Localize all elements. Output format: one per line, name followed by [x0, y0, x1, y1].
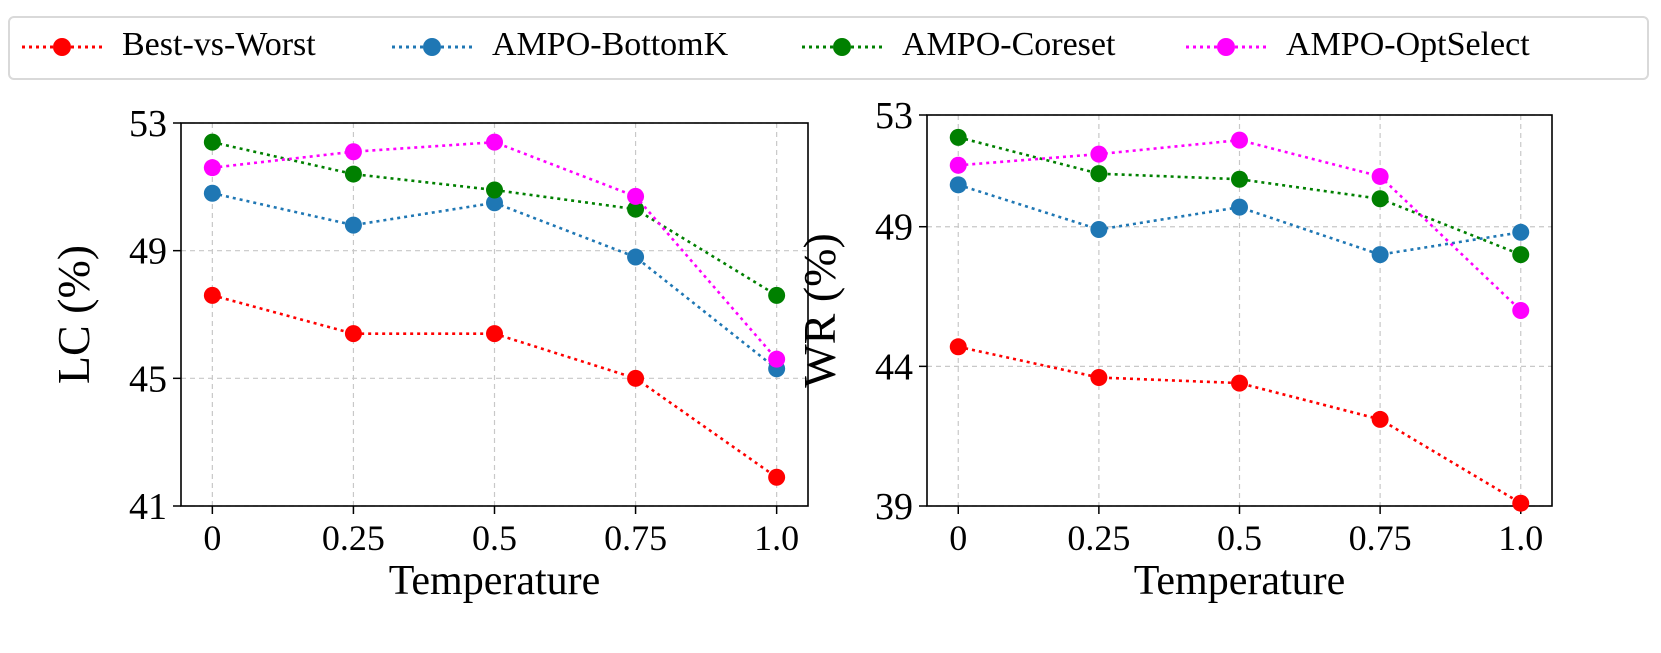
y-axis-label: LC (%)	[48, 245, 99, 384]
data-point-ampo-optselect	[1231, 131, 1248, 149]
data-point-ampo-bottomk	[1512, 223, 1530, 241]
data-point-best-vs-worst	[768, 468, 786, 486]
y-tick-label: 39	[875, 486, 913, 528]
x-axis-label: Temperature	[1134, 558, 1346, 604]
data-point-best-vs-worst	[1090, 369, 1108, 387]
data-point-ampo-optselect	[486, 133, 503, 151]
data-point-ampo-optselect	[344, 143, 362, 161]
data-point-ampo-coreset	[344, 165, 362, 183]
legend-item-ampo-bottomk: AMPO-BottomK	[388, 18, 758, 78]
legend-label: AMPO-BottomK	[492, 26, 729, 63]
data-point-best-vs-worst	[486, 325, 503, 343]
series-ampo-bottomk	[203, 184, 786, 378]
series-ampo-coreset	[203, 133, 786, 304]
legend-label: AMPO-Coreset	[902, 26, 1116, 63]
y-tick-label: 41	[129, 486, 167, 528]
data-point-ampo-optselect	[949, 156, 967, 174]
data-point-best-vs-worst	[1512, 494, 1530, 512]
data-point-best-vs-worst	[344, 325, 362, 343]
data-point-ampo-optselect	[203, 159, 221, 177]
data-point-ampo-coreset	[1512, 246, 1530, 264]
data-point-ampo-coreset	[1231, 170, 1248, 188]
x-tick-label: 0.5	[472, 518, 517, 558]
y-tick-label: 44	[875, 346, 913, 388]
data-point-ampo-coreset	[486, 181, 503, 199]
series-ampo-coreset	[949, 128, 1530, 264]
series-line-ampo-coreset	[957, 136, 1522, 256]
data-point-best-vs-worst	[949, 338, 967, 356]
legend-marker-best-vs-worst	[22, 38, 102, 56]
x-tick-label: 0	[203, 518, 221, 558]
y-tick-label: 49	[875, 207, 913, 249]
data-point-ampo-coreset	[1090, 165, 1108, 183]
data-point-ampo-optselect	[1512, 302, 1530, 319]
x-tick-label: 0.75	[604, 518, 667, 558]
x-tick-label: 0.25	[322, 518, 385, 558]
data-point-ampo-coreset	[949, 128, 967, 146]
series-line-ampo-optselect	[212, 140, 778, 361]
chart-lc: 0 0.25 0.5 0.75 1.0 41 45 49 53 Temperature LC (%)	[48, 103, 809, 604]
data-point-best-vs-worst	[203, 286, 221, 304]
data-point-ampo-optselect	[1090, 145, 1108, 163]
legend-item-ampo-coreset: AMPO-Coreset	[798, 18, 1168, 78]
legend-marker-ampo-optselect	[1186, 38, 1266, 56]
data-point-ampo-coreset	[627, 200, 645, 218]
x-tick-label: 0.5	[1217, 518, 1262, 558]
y-axis-label: WR (%)	[794, 233, 845, 388]
data-point-ampo-coreset	[768, 286, 786, 304]
data-point-ampo-bottomk	[344, 216, 362, 234]
x-tick-label: 0	[949, 518, 967, 558]
legend-marker-ampo-bottomk	[392, 38, 472, 56]
x-tick-label: 0.25	[1067, 518, 1130, 558]
data-point-best-vs-worst	[627, 369, 645, 387]
y-tick-label: 49	[129, 231, 167, 273]
legend-marker-ampo-coreset	[802, 38, 882, 56]
x-tick-label: 1.0	[754, 518, 799, 558]
data-point-ampo-optselect	[627, 187, 645, 205]
data-point-ampo-bottomk	[203, 184, 221, 202]
series-best-vs-worst	[203, 286, 786, 486]
y-tick-label: 53	[129, 103, 167, 145]
data-point-ampo-bottomk	[1090, 221, 1108, 239]
x-tick-label: 0.75	[1349, 518, 1412, 558]
x-axis-label: Temperature	[389, 558, 601, 604]
data-point-best-vs-worst	[1231, 374, 1248, 392]
chart-wr: 0 0.25 0.5 0.75 1.0 39 44 49 53 Temperature WR (%)	[794, 95, 1553, 604]
legend-item-ampo-optselect: AMPO-OptSelect	[1182, 18, 1642, 78]
legend-label: Best-vs-Worst	[122, 26, 316, 63]
data-point-ampo-bottomk	[1371, 246, 1389, 264]
data-point-ampo-optselect	[1371, 167, 1389, 185]
data-point-best-vs-worst	[1371, 410, 1389, 428]
series-best-vs-worst	[949, 338, 1530, 512]
data-point-ampo-optselect	[768, 350, 786, 368]
series-line-best-vs-worst	[958, 345, 1522, 505]
data-point-ampo-bottomk	[1231, 198, 1248, 216]
x-tick-label: 1.0	[1498, 518, 1543, 558]
y-tick-label: 53	[875, 95, 913, 137]
data-point-ampo-coreset	[1371, 190, 1389, 208]
series-line-ampo-coreset	[212, 140, 778, 297]
data-point-ampo-bottomk	[486, 194, 503, 212]
legend-label: AMPO-OptSelect	[1286, 26, 1530, 63]
legend: Best-vs-Worst AMPO-BottomK AMPO-Coreset AMP…	[8, 16, 1649, 80]
data-point-ampo-bottomk	[627, 248, 645, 266]
data-point-ampo-coreset	[203, 133, 221, 151]
legend-item-best-vs-worst: Best-vs-Worst	[18, 18, 388, 78]
data-point-ampo-bottomk	[949, 176, 967, 194]
series-ampo-optselect	[949, 131, 1530, 319]
series-ampo-bottomk	[949, 176, 1530, 264]
y-tick-label: 45	[129, 358, 167, 400]
series-ampo-optselect	[203, 133, 786, 368]
